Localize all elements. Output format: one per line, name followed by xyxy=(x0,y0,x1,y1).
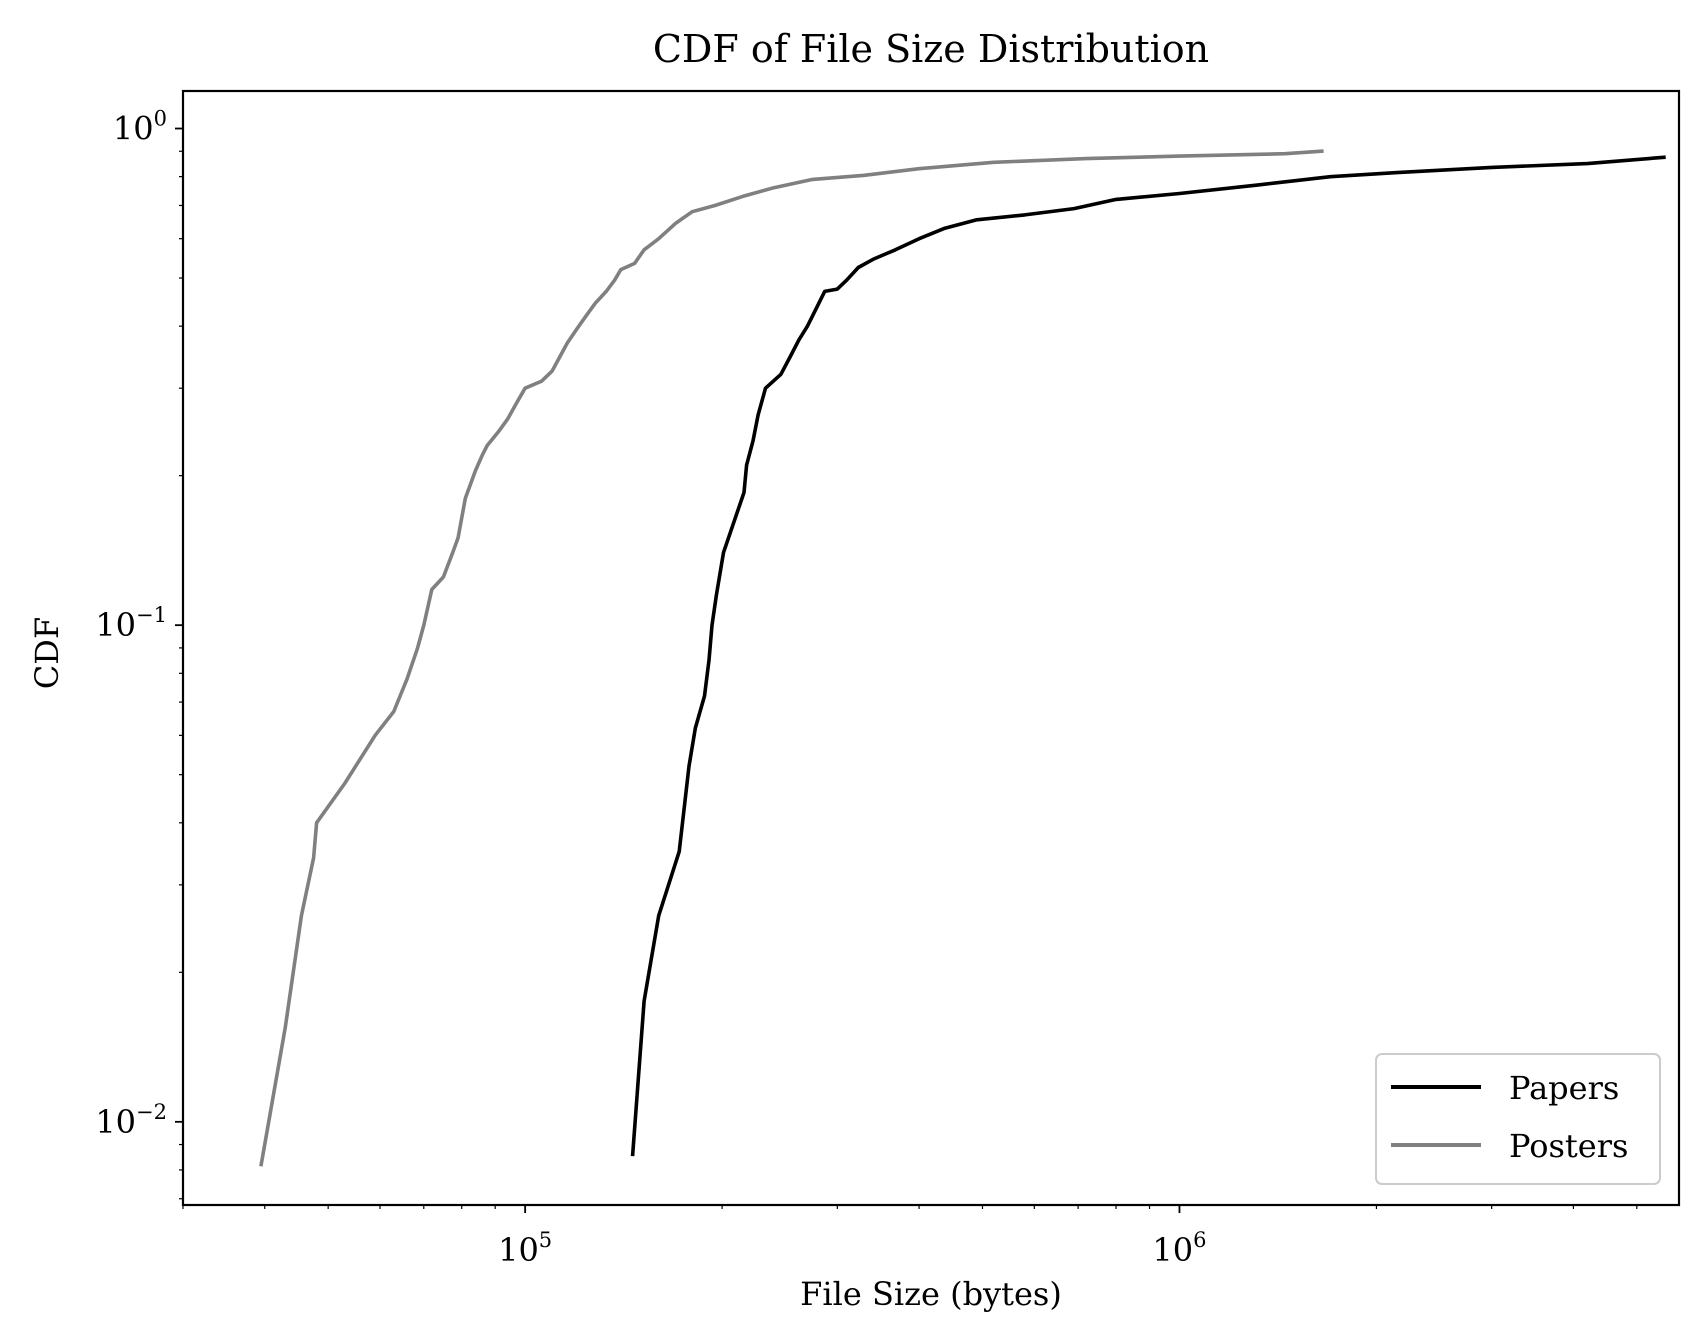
x-axis-ticks: 105 106 xyxy=(182,1205,1638,1269)
x-tick-label: 105 xyxy=(498,1228,552,1269)
chart-title: CDF of File Size Distribution xyxy=(653,27,1209,71)
legend-label-posters: Posters xyxy=(1509,1127,1628,1165)
y-tick-label: 100 xyxy=(113,107,167,148)
y-tick-label: 10−2 xyxy=(95,1100,167,1141)
x-axis-label: File Size (bytes) xyxy=(800,1275,1062,1313)
series-line-papers xyxy=(630,155,1666,1157)
x-tick-label: 106 xyxy=(1152,1228,1206,1269)
y-tick-label: 10−1 xyxy=(95,603,167,644)
legend-label-papers: Papers xyxy=(1509,1069,1619,1107)
series-lines xyxy=(259,149,1666,1167)
y-axis-ticks: 10−2 10−1 100 xyxy=(95,107,183,1200)
legend: Papers Posters xyxy=(1375,1053,1661,1185)
series-line-posters xyxy=(259,149,1324,1167)
y-axis-label: CDF xyxy=(28,617,66,689)
plot-area-frame xyxy=(181,89,1681,1207)
